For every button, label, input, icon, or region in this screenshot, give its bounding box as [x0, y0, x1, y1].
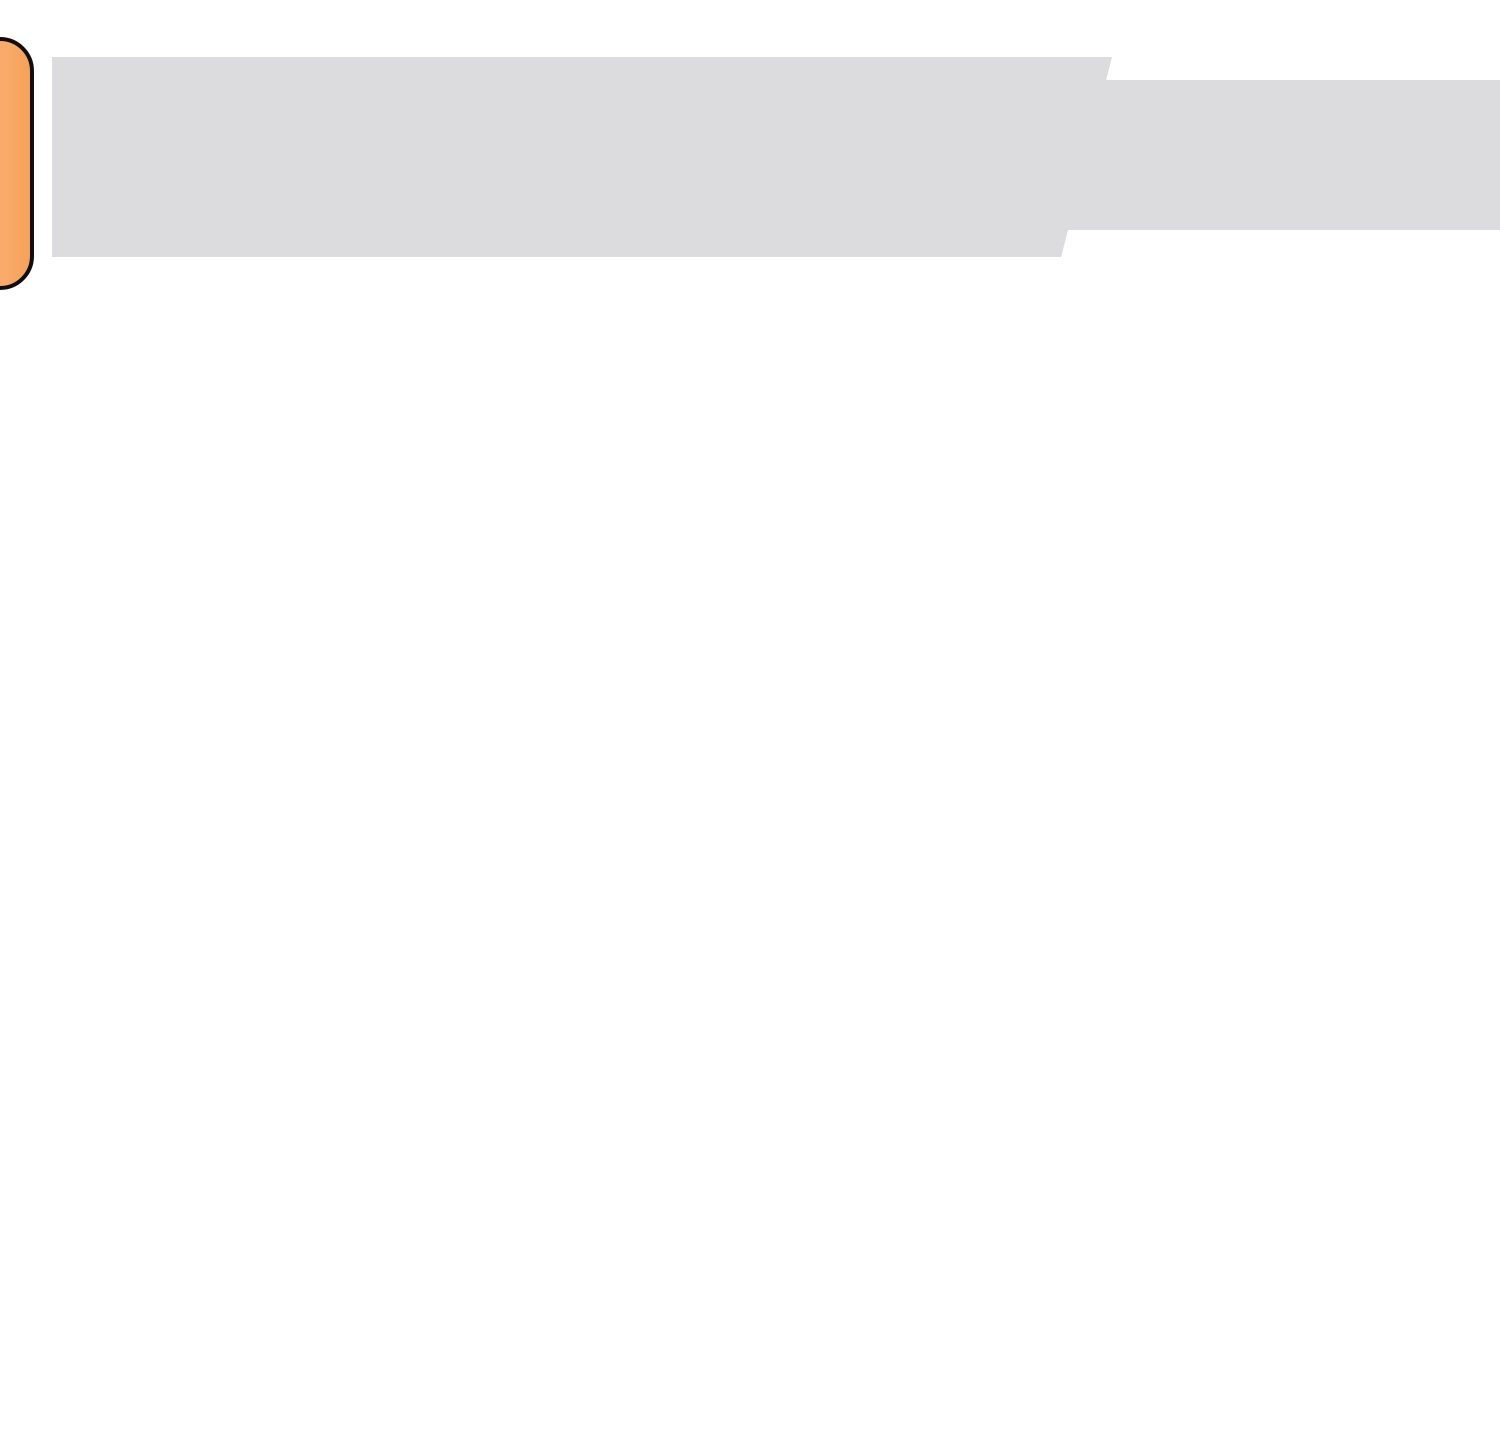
banner-shape-secondary [1038, 80, 1500, 230]
orange-accent-tab [0, 37, 34, 290]
page-title [110, 82, 114, 232]
banner-shape-primary [52, 57, 1112, 257]
header-banner [0, 0, 1500, 300]
highlighter-list [0, 300, 1500, 1440]
